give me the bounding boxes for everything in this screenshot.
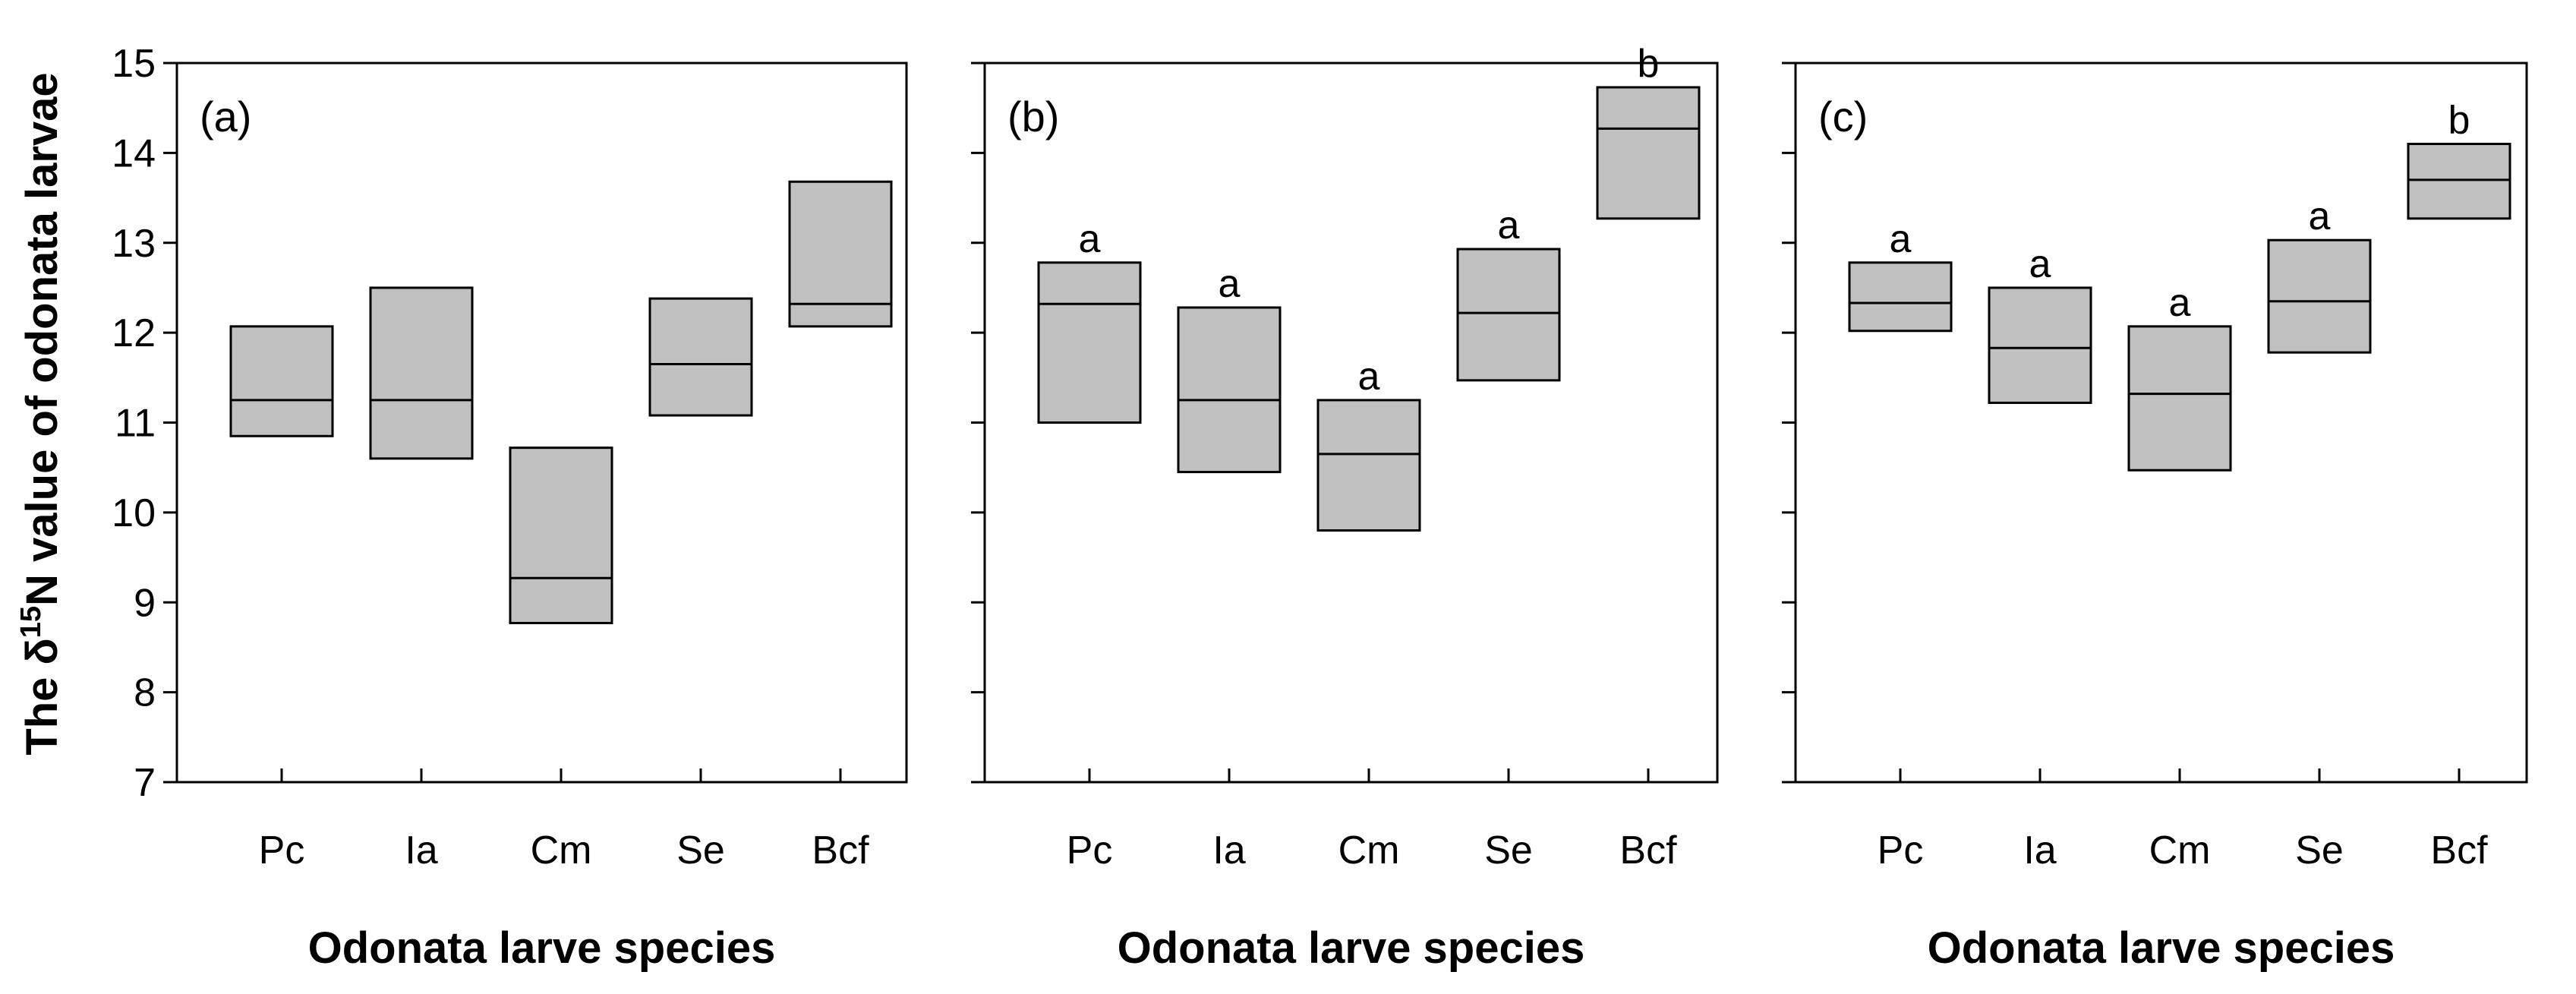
box-Cm bbox=[1316, 399, 1421, 532]
box-Cm bbox=[509, 447, 613, 624]
y-axis-label: The δ15N value of odonata larvae bbox=[15, 72, 67, 755]
box-Se bbox=[1456, 248, 1561, 382]
x-tick-label: Pc bbox=[1067, 828, 1113, 873]
sig-letter-Bcf: b bbox=[2448, 99, 2470, 143]
sig-letter-Pc: a bbox=[1079, 217, 1101, 261]
x-tick-label: Se bbox=[676, 828, 725, 873]
box-Pc bbox=[1037, 261, 1142, 424]
sig-letter-Se: a bbox=[1498, 204, 1520, 248]
box-Ia bbox=[369, 286, 474, 460]
box-Cm bbox=[2127, 325, 2232, 472]
y-tick-label: 15 bbox=[112, 42, 156, 86]
box-Ia bbox=[1988, 286, 2092, 404]
sig-letter-Cm: a bbox=[2169, 281, 2191, 325]
box-Pc bbox=[1848, 261, 1953, 333]
box-Ia bbox=[1177, 306, 1282, 474]
panel-1: 7 8 9 10 11 12 13 14 15 (a) Pc Ia Cm Se Bcf Odonata lar… bbox=[112, 42, 908, 973]
panel-tag: (c) bbox=[1818, 93, 1868, 140]
box-Se bbox=[648, 297, 753, 417]
sig-letter-Ia: a bbox=[1219, 262, 1241, 306]
box-Bcf bbox=[788, 180, 893, 328]
sig-letter-Cm: a bbox=[1358, 355, 1380, 399]
y-tick-label: 10 bbox=[112, 491, 156, 535]
x-tick-label: Se bbox=[2295, 828, 2344, 873]
sig-letter-Ia: a bbox=[2029, 242, 2051, 286]
x-tick-label: Pc bbox=[1878, 828, 1924, 873]
x-tick-label: Bcf bbox=[1619, 828, 1677, 873]
panel-3: (c) Pc a Ia a Cm a Se a Bcf b Odonata larve species bbox=[1782, 62, 2528, 973]
x-tick-label: Ia bbox=[2023, 828, 2056, 873]
x-axis-label: Odonata larve species bbox=[1928, 923, 2395, 973]
x-tick-label: Ia bbox=[405, 828, 437, 873]
box-Pc bbox=[229, 325, 334, 437]
box-Bcf bbox=[1596, 86, 1701, 220]
sig-letter-Se: a bbox=[2309, 194, 2331, 238]
x-tick-label: Cm bbox=[531, 828, 592, 873]
y-tick-label: 14 bbox=[112, 131, 156, 175]
x-axis-label: Odonata larve species bbox=[308, 923, 776, 973]
panel-tag: (b) bbox=[1007, 93, 1059, 140]
y-tick-label: 11 bbox=[115, 402, 156, 446]
sig-letter-Bcf: b bbox=[1638, 42, 1660, 86]
y-tick-label: 8 bbox=[134, 671, 156, 715]
panel-tag: (a) bbox=[200, 93, 251, 140]
y-tick-label: 13 bbox=[112, 222, 156, 266]
x-axis-label: Odonata larve species bbox=[1118, 923, 1585, 973]
box-Se bbox=[2267, 238, 2372, 354]
x-tick-label: Cm bbox=[2149, 828, 2211, 873]
x-tick-label: Cm bbox=[1338, 828, 1400, 873]
panel-2: (b) Pc a Ia a Cm a Se a Bcf b Odonata larve species bbox=[971, 42, 1719, 973]
x-tick-label: Se bbox=[1484, 828, 1533, 873]
y-tick-label: 9 bbox=[134, 581, 156, 625]
box-Bcf bbox=[2407, 143, 2511, 220]
y-tick-label: 7 bbox=[134, 761, 156, 805]
sig-letter-Pc: a bbox=[1890, 217, 1912, 261]
y-tick-label: 12 bbox=[112, 311, 156, 355]
x-tick-label: Pc bbox=[259, 828, 305, 873]
x-tick-label: Bcf bbox=[812, 828, 869, 873]
x-tick-label: Bcf bbox=[2430, 828, 2488, 873]
x-tick-label: Ia bbox=[1212, 828, 1245, 873]
